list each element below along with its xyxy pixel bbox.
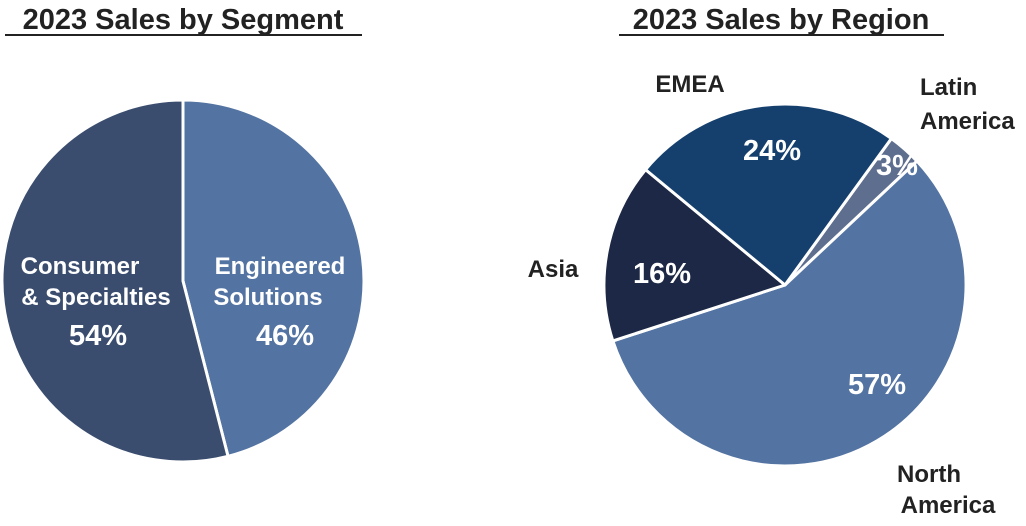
region-label-asia: Asia <box>528 256 579 283</box>
segment-slices <box>0 98 366 464</box>
segment-slice-consumer-specialties <box>0 98 230 464</box>
segment-pct-engineered: 46% <box>256 320 314 352</box>
region-chart-title: 2023 Sales by Region <box>633 4 930 36</box>
region-slice-emea <box>644 102 893 287</box>
segment-label-engineered-line1: Engineered <box>215 253 346 280</box>
region-label-north-america-line2: America <box>901 492 996 519</box>
region-pct-north-america: 57% <box>848 369 906 401</box>
region-label-latin-america-line2: America <box>920 108 1015 135</box>
region-pct-asia: 16% <box>633 258 691 290</box>
region-label-emea: EMEA <box>655 71 724 98</box>
segment-chart: 2023 Sales by Segment Consumer & Special… <box>0 4 366 464</box>
region-pct-latin-america: 3% <box>876 150 918 182</box>
region-label-latin-america-line1: Latin <box>920 74 977 101</box>
segment-chart-title: 2023 Sales by Segment <box>23 4 344 36</box>
segment-label-consumer-line1: Consumer <box>21 253 140 280</box>
region-slices <box>602 102 968 468</box>
region-pct-emea: 24% <box>743 135 801 167</box>
region-chart: 2023 Sales by Region 24% 3% 16% 57% EMEA… <box>528 4 1016 519</box>
segment-slice-engineered-solutions <box>181 98 366 458</box>
segment-label-engineered-line2: Solutions <box>213 284 322 311</box>
region-label-north-america-line1: North <box>897 461 961 488</box>
region-slice-north-america <box>611 159 968 468</box>
segment-label-consumer-line2: & Specialties <box>21 284 170 311</box>
region-slice-asia <box>602 168 787 343</box>
segment-pct-consumer: 54% <box>69 320 127 352</box>
